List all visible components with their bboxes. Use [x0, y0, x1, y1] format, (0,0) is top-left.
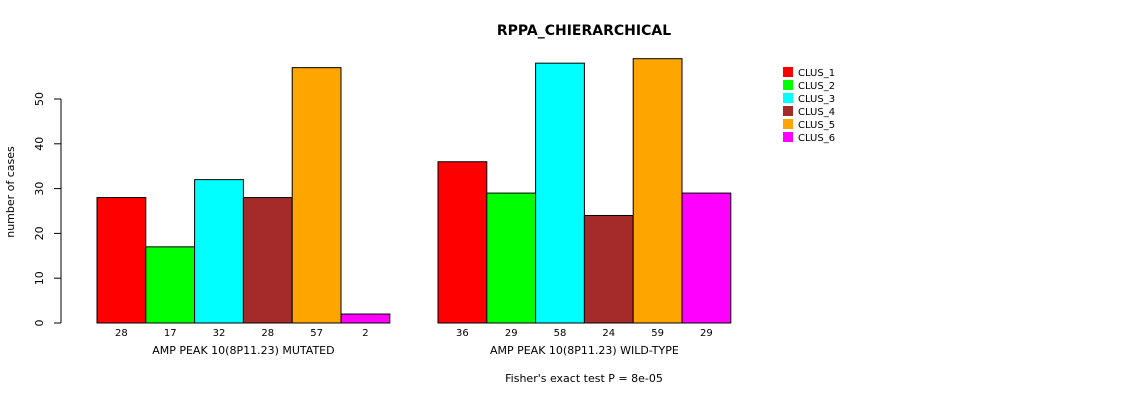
legend-label: CLUS_6	[798, 133, 835, 144]
bar-count-label: 24	[602, 328, 615, 339]
bar-clus-6	[681, 192, 732, 324]
y-axis-label: number of cases	[4, 146, 17, 238]
legend-label: CLUS_3	[798, 94, 835, 105]
y-tick-label: 50	[33, 92, 46, 106]
bar-count-label: 59	[651, 328, 664, 339]
y-tick-label: 0	[33, 320, 46, 327]
legend-swatch	[783, 119, 793, 129]
bar-clus-3	[535, 62, 585, 324]
legend-swatch	[783, 132, 793, 142]
legend-swatch	[783, 106, 793, 116]
bar-clus-3	[194, 179, 244, 324]
group-label: AMP PEAK 10(8P11.23) MUTATED	[152, 344, 334, 357]
bar-count-label: 29	[505, 328, 518, 339]
group-label: AMP PEAK 10(8P11.23) WILD-TYPE	[490, 344, 679, 357]
bar-clus-5	[291, 67, 342, 324]
bar-count-label: 29	[700, 328, 713, 339]
bar-clus-4	[242, 197, 293, 324]
legend-swatch	[783, 80, 793, 90]
legend-swatch	[783, 93, 793, 103]
y-axis: 0 10 20 30 40 50	[33, 92, 62, 327]
y-tick-label: 10	[33, 271, 46, 285]
bar-clus-2	[486, 192, 537, 324]
bar-count-label: 57	[310, 328, 323, 339]
footnote: Fisher's exact test P = 8e-05	[505, 372, 663, 385]
bar-count-label: 58	[554, 328, 567, 339]
bar-clus-1	[437, 161, 488, 324]
bar-clus-2	[145, 246, 196, 324]
bar-count-label: 36	[456, 328, 469, 339]
bar-clus-4	[583, 214, 634, 324]
bars: 28 17 32 28 57 2 AMP PEAK 10(8P11.23) MUTATED 3…	[96, 58, 732, 357]
bar-clus-5	[632, 58, 683, 324]
y-tick-label: 20	[33, 226, 46, 240]
bar-count-label: 28	[115, 328, 128, 339]
bar-count-label: 17	[164, 328, 177, 339]
y-tick-label: 40	[33, 137, 46, 151]
bar-clus-6	[340, 313, 391, 324]
legend-label: CLUS_1	[798, 68, 835, 79]
legend-swatch	[783, 67, 793, 77]
legend: CLUS_1 CLUS_2 CLUS_3 CLUS_4 CLUS_5 CLUS_6	[783, 67, 835, 144]
y-tick-label: 30	[33, 182, 46, 196]
legend-label: CLUS_5	[798, 120, 835, 131]
legend-label: CLUS_2	[798, 81, 835, 92]
bar-count-label: 2	[362, 328, 368, 339]
bar-count-label: 32	[213, 328, 226, 339]
legend-label: CLUS_4	[798, 107, 835, 118]
chart-title: RPPA_CHIERARCHICAL	[497, 23, 671, 39]
bar-clus-1	[96, 197, 147, 324]
bar-count-label: 28	[261, 328, 274, 339]
